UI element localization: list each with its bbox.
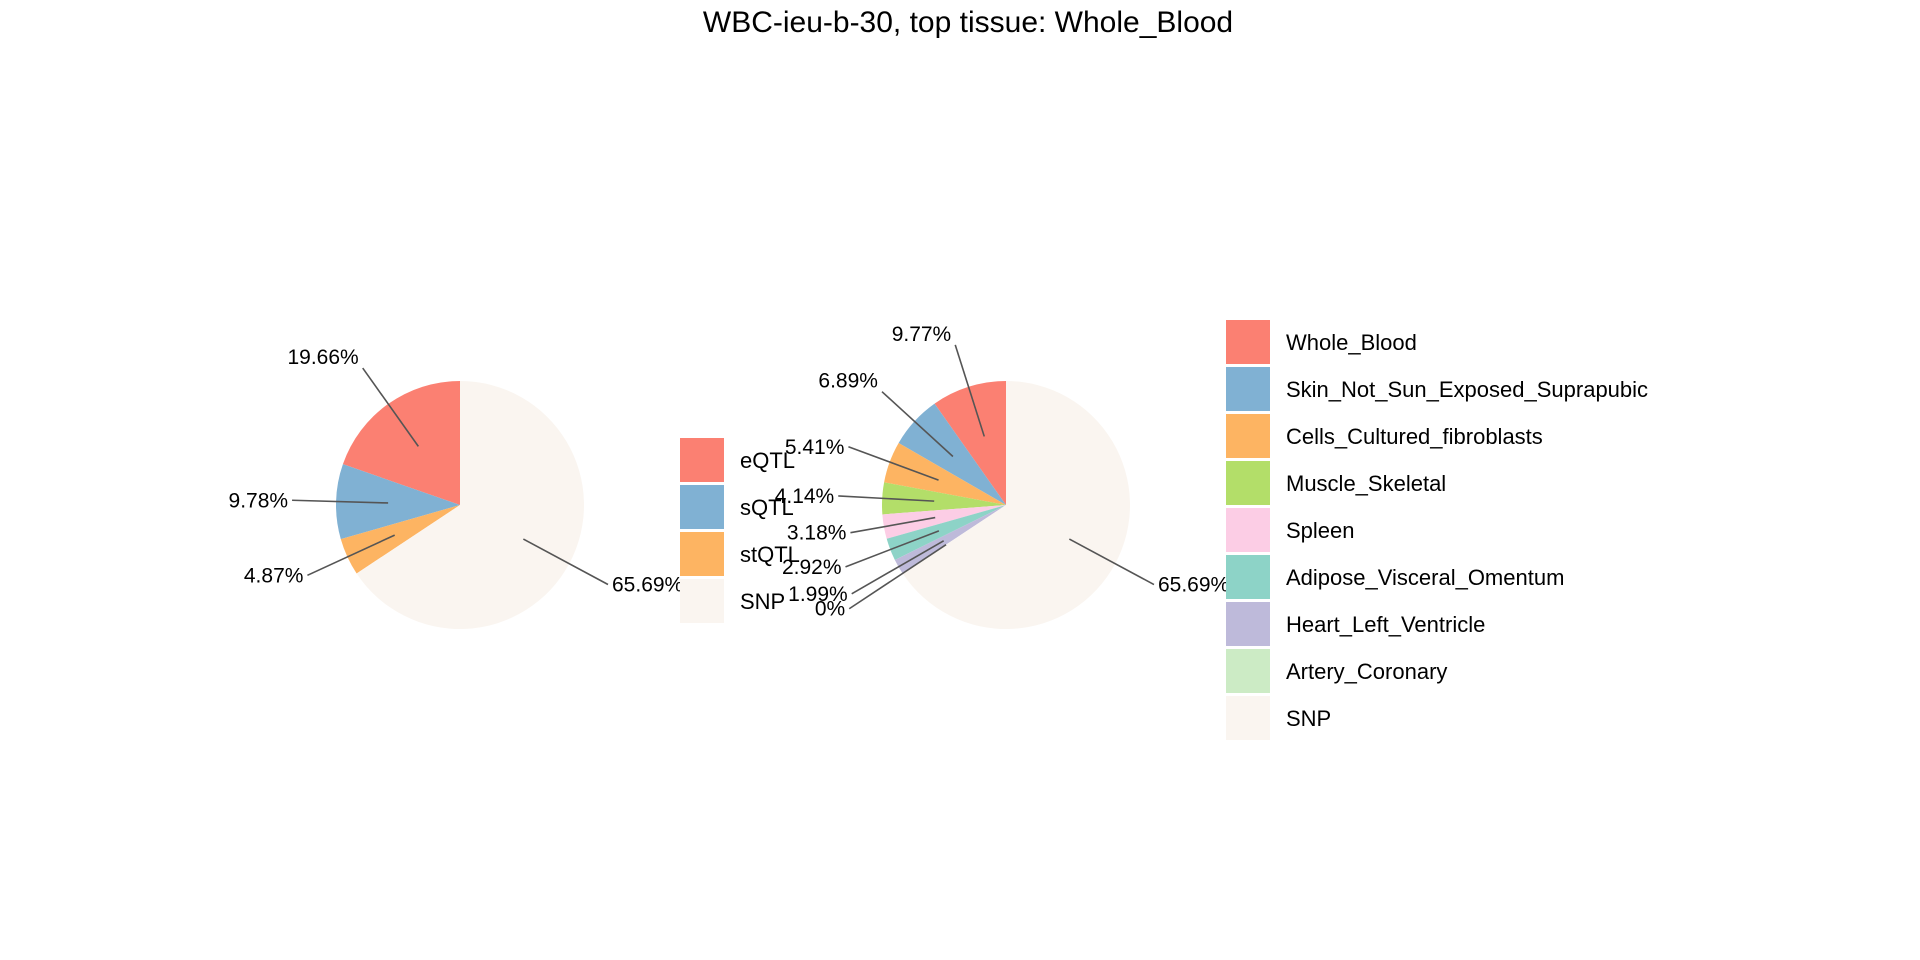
leader-line-artery-coronary (848, 544, 947, 610)
leader-line-heart-left-ventricle (851, 540, 945, 595)
pie-slice-eqtl (342, 381, 460, 505)
legend-label-spleen: Spleen (1286, 518, 1355, 543)
pct-label-spleen: 3.18% (787, 522, 847, 545)
pct-label-cells-cultured-fibroblasts: 5.41% (785, 436, 845, 459)
legend-qtl-types: eQTL sQTL stQTL SNP (680, 438, 800, 623)
chart-title: WBC-ieu-b-30, top tissue: Whole_Blood (703, 6, 1233, 39)
leader-line-whole-blood (954, 344, 986, 437)
legend-label-artery-coronary: Artery_Coronary (1286, 659, 1447, 684)
legend-label-snp: SNP (1286, 706, 1331, 731)
pct-label-muscle-skeletal: 4.14% (775, 485, 835, 508)
legend-swatch-spleen (1226, 508, 1270, 552)
leader-line-sqtl (292, 499, 389, 504)
pie-chart-qtl-types: 19.66% 9.78% 4.87% 65.69% (229, 346, 683, 629)
legend-label-cells-cultured-fibroblasts: Cells_Cultured_fibroblasts (1286, 424, 1543, 449)
legend-swatch-stqtl (680, 532, 724, 576)
pie-slice-cells-cultured-fibroblasts (884, 442, 1006, 505)
legend-tissues: Whole_Blood Skin_Not_Sun_Exposed_Suprapub… (1226, 320, 1648, 740)
pie-slice-sqtl (335, 464, 460, 540)
pct-label-artery-coronary: 0% (815, 598, 845, 621)
pie-slice-stqtl (340, 505, 460, 574)
legend-swatch-muscle-skeletal (1226, 461, 1270, 505)
pct-label-snp: 65.69% (612, 573, 683, 596)
pie-slice-skin-not-sun-exposed-suprapubic (898, 403, 1006, 505)
leader-line-stqtl (307, 534, 396, 577)
pct-label-snp: 65.69% (1158, 574, 1229, 597)
pie-slice-whole-blood (934, 381, 1006, 505)
leader-line-adipose-visceral-omentum (845, 530, 940, 568)
legend-label-whole-blood: Whole_Blood (1286, 330, 1417, 355)
leader-line-muscle-skeletal (838, 495, 935, 502)
legend-label-sqtl: sQTL (740, 495, 794, 520)
legend-swatch-heart-left-ventricle (1226, 602, 1270, 646)
legend-label-heart-left-ventricle: Heart_Left_Ventricle (1286, 612, 1485, 637)
pie-slice-snp (902, 381, 1130, 629)
pct-label-whole-blood: 9.77% (892, 323, 952, 346)
pie-slice-heart-left-ventricle (894, 505, 1006, 574)
legend-label-stqtl: stQTL (740, 542, 800, 567)
legend-swatch-cells-cultured-fibroblasts (1226, 414, 1270, 458)
legend-swatch-eqtl (680, 438, 724, 482)
legend-label-eqtl: eQTL (740, 448, 795, 473)
legend-swatch-snp (680, 579, 724, 623)
legend-label-snp: SNP (740, 589, 785, 614)
pct-label-skin-not-sun-exposed-suprapubic: 6.89% (818, 370, 878, 393)
legend-swatch-sqtl (680, 485, 724, 529)
legend-swatch-artery-coronary (1226, 649, 1270, 693)
legend-label-skin-not-sun-exposed-suprapubic: Skin_Not_Sun_Exposed_Suprapubic (1286, 377, 1648, 402)
pie-slice-muscle-skeletal (881, 482, 1006, 515)
pct-label-stqtl: 4.87% (244, 564, 304, 587)
pie-slice-adipose-visceral-omentum (886, 505, 1006, 560)
leader-line-snp (1068, 538, 1155, 586)
pie-slice-spleen (882, 505, 1006, 539)
pct-label-sqtl: 9.78% (229, 489, 289, 512)
leader-line-snp (522, 538, 609, 586)
pct-label-adipose-visceral-omentum: 2.92% (782, 556, 842, 579)
legend-label-adipose-visceral-omentum: Adipose_Visceral_Omentum (1286, 565, 1564, 590)
leader-line-cells-cultured-fibroblasts (848, 446, 939, 481)
leader-line-eqtl (362, 367, 420, 447)
legend-swatch-snp (1226, 696, 1270, 740)
pie-slice-snp (356, 380, 585, 629)
legend-swatch-adipose-visceral-omentum (1226, 555, 1270, 599)
pct-label-heart-left-ventricle: 1.99% (788, 583, 848, 606)
leader-line-skin-not-sun-exposed-suprapubic (881, 391, 954, 458)
legend-label-muscle-skeletal: Muscle_Skeletal (1286, 471, 1446, 496)
legend-swatch-whole-blood (1226, 320, 1270, 364)
pie-chart-tissues: 9.77% 6.89% 5.41% 4.14% 3.18% 2.92% 1.99%0% 65.… (775, 323, 1229, 629)
leader-line-spleen (850, 516, 936, 534)
pct-label-eqtl: 19.66% (287, 346, 358, 369)
legend-swatch-skin-not-sun-exposed-suprapubic (1226, 367, 1270, 411)
